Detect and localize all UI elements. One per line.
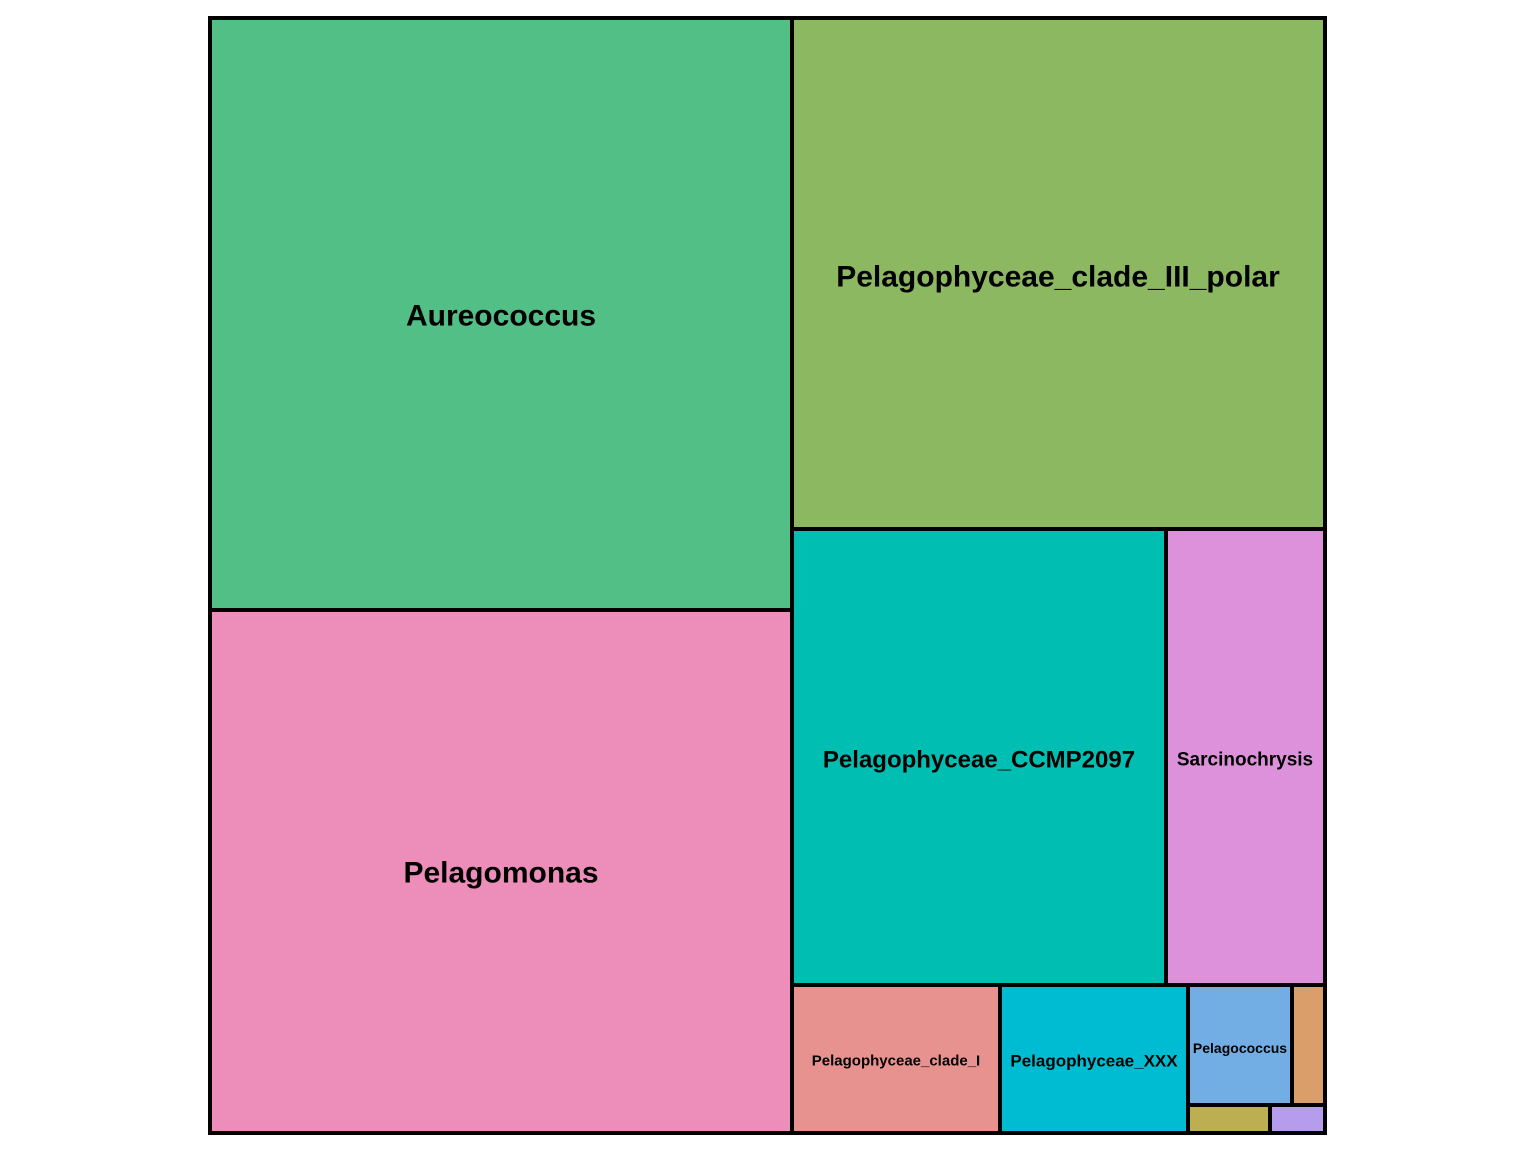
- tile-pelagomonas: [208, 608, 794, 1135]
- tile-label-pelagomonas: Pelagomonas: [403, 857, 598, 890]
- tile-olive-tile: [1186, 1103, 1272, 1135]
- tile-label-sarcinochrysis: Sarcinochrysis: [1177, 750, 1313, 771]
- tile-label-pelagococcus: Pelagococcus: [1193, 1040, 1287, 1056]
- tile-pelagophyceae-clade-i: [790, 983, 1002, 1135]
- tile-pelagophyceae-ccmp2097: [790, 527, 1168, 987]
- tile-orange-tile: [1290, 983, 1327, 1107]
- tile-label-aureococcus: Aureococcus: [406, 300, 596, 333]
- tile-label-pelagophyceae-ccmp2097: Pelagophyceae_CCMP2097: [823, 747, 1135, 774]
- tile-aureococcus: [208, 16, 794, 612]
- treemap-labels: Aureococcus Pelagomonas Pelagophyceae_clad…: [403, 261, 1313, 1071]
- tile-label-pelagophyceae-clade-iii-polar: Pelagophyceae_clade_III_polar: [836, 261, 1280, 294]
- tile-label-pelagophyceae-clade-i: Pelagophyceae_clade_I: [812, 1053, 980, 1070]
- tile-label-pelagophyceae-xxx: Pelagophyceae_XXX: [1010, 1052, 1178, 1071]
- treemap-frame: [208, 16, 1327, 1135]
- tile-pelagococcus: [1186, 983, 1294, 1107]
- treemap-tiles: [208, 16, 1327, 1135]
- tile-lavender-tile: [1268, 1103, 1327, 1135]
